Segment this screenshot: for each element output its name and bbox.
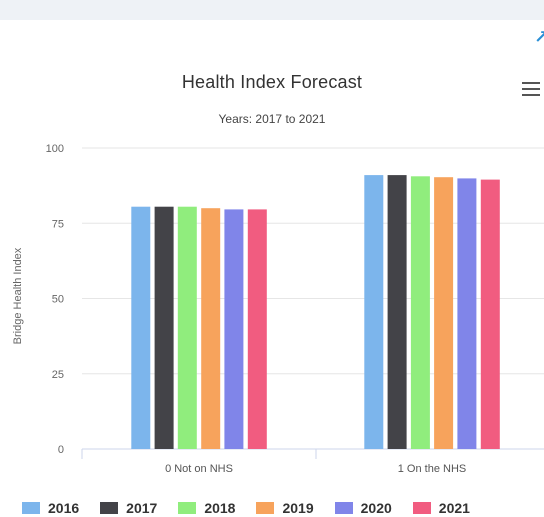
y-tick-label: 0 <box>58 444 64 456</box>
legend-label: 2016 <box>48 500 80 516</box>
chart-subtitle: Years: 2017 to 2021 <box>218 112 326 126</box>
legend-item-2019[interactable]: 2019 <box>256 500 314 516</box>
legend-swatch <box>334 502 353 514</box>
bar-2021-1[interactable] <box>480 179 500 449</box>
y-tick-label: 75 <box>52 218 64 230</box>
legend: 2016 2017 2018 2019 2020 2021 <box>22 499 491 517</box>
bar-2017-0[interactable] <box>154 206 174 449</box>
legend-swatch <box>178 502 197 514</box>
legend-label: 2021 <box>438 500 470 516</box>
bar-2016-1[interactable] <box>364 175 384 449</box>
bar-2019-1[interactable] <box>434 177 454 449</box>
top-bar <box>0 0 544 20</box>
legend-item-2016[interactable]: 2016 <box>22 500 79 516</box>
legend-item-2020[interactable]: 2020 <box>334 500 392 516</box>
legend-swatch <box>412 502 431 514</box>
bar-2016-0[interactable] <box>131 206 151 449</box>
legend-item-2017[interactable]: 2017 <box>100 500 157 516</box>
bar-2019-0[interactable] <box>201 208 221 449</box>
legend-item-2021[interactable]: 2021 <box>412 500 470 516</box>
legend-item-2018[interactable]: 2018 <box>178 500 235 516</box>
partial-arrow-icon: ↗ <box>534 27 544 47</box>
legend-swatch <box>256 502 275 514</box>
y-tick-label: 50 <box>52 294 64 306</box>
bar-2018-0[interactable] <box>177 206 197 449</box>
menu-line <box>522 82 540 84</box>
legend-label: 2019 <box>282 500 314 516</box>
hamburger-menu-icon[interactable] <box>522 82 540 96</box>
legend-label: 2017 <box>126 500 158 516</box>
x-tick-label: 1 On the NHS <box>398 463 466 475</box>
bar-2020-1[interactable] <box>457 178 477 449</box>
bar-2017-1[interactable] <box>387 175 407 449</box>
menu-line <box>522 94 540 96</box>
x-tick-label: 0 Not on NHS <box>165 463 233 475</box>
chart-title: Health Index Forecast <box>181 72 363 92</box>
legend-label: 2018 <box>204 500 236 516</box>
legend-label: 2020 <box>360 500 392 516</box>
bar-2020-0[interactable] <box>224 209 244 449</box>
y-tick-label: 100 <box>46 143 64 155</box>
y-tick-label: 25 <box>52 369 64 381</box>
bar-2018-1[interactable] <box>410 176 430 450</box>
legend-swatch <box>100 502 119 514</box>
menu-line <box>522 88 540 90</box>
bar-2021-0[interactable] <box>247 209 267 449</box>
legend-swatch <box>22 502 40 514</box>
